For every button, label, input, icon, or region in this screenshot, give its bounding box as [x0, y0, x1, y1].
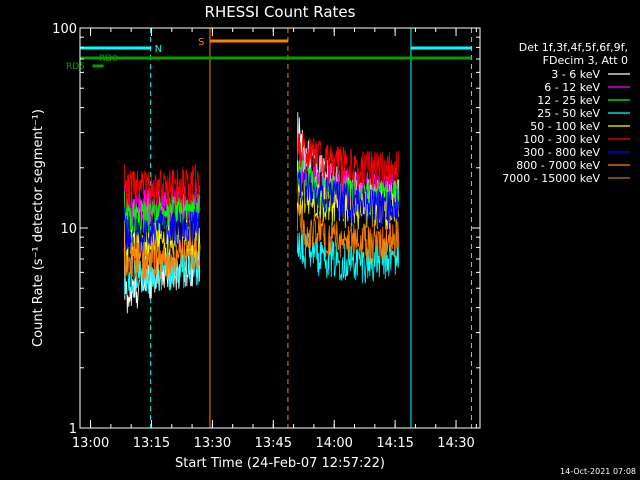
series-line	[296, 229, 400, 284]
series-line	[296, 203, 400, 263]
x-tick-label: 13:15	[133, 436, 170, 451]
y-tick-label: 100	[52, 22, 77, 37]
axes-frame	[79, 27, 481, 429]
x-tick-label: 14:00	[315, 436, 352, 451]
rd0-label: RD0	[99, 54, 118, 64]
legend-entry-label: 6 - 12 keV	[544, 81, 600, 94]
legend-entry-label: 7000 - 15000 keV	[502, 172, 600, 185]
legend-entry-label: 3 - 6 keV	[551, 68, 600, 81]
series-line	[123, 235, 201, 281]
y-tick-label: 10	[60, 222, 77, 237]
x-tick-label: 13:30	[194, 436, 231, 451]
legend-entry-label: 100 - 300 keV	[523, 133, 600, 146]
legend-entry-label: 25 - 50 keV	[537, 107, 600, 120]
y-tick-label: 1	[69, 422, 77, 437]
legend: Det 1f,3f,4f,5f,6f,9f,FDecim 3, Att 03 -…	[502, 41, 630, 185]
footer-timestamp: 14-Oct-2021 07:08	[560, 467, 636, 476]
series-line	[296, 169, 400, 229]
x-axis-label: Start Time (24-Feb-07 12:57:22)	[175, 456, 385, 471]
chart-title: RHESSI Count Rates	[205, 3, 356, 21]
legend-entry-label: 800 - 7000 keV	[516, 159, 600, 172]
legend-entry-label: 50 - 100 keV	[530, 120, 600, 133]
rd5-label: RD5	[66, 62, 85, 72]
x-tick-label: 14:15	[376, 436, 413, 451]
series-line	[296, 132, 400, 189]
axes: 1 10 100 13:00 13:15 13:30 13:45 14:00 14:15 14:3…	[52, 22, 481, 451]
legend-entry-label: 12 - 25 keV	[537, 94, 600, 107]
x-tick-label: 13:00	[72, 436, 109, 451]
x-tick-label: 14:30	[437, 436, 474, 451]
legend-header-line: Det 1f,3f,4f,5f,6f,9f,	[519, 41, 628, 54]
legend-entry-label: 300 - 800 keV	[523, 146, 600, 159]
y-axis-label: Count Rate (s⁻¹ detector segment⁻¹)	[31, 109, 46, 347]
series-line	[123, 183, 201, 231]
saa-label: S	[198, 37, 204, 48]
night-label: N	[155, 44, 162, 55]
plot-area: N S RD0 RD5	[66, 28, 472, 428]
x-tick-label: 13:45	[255, 436, 292, 451]
legend-header-line: FDecim 3, Att 0	[543, 54, 628, 67]
series-line	[123, 164, 201, 209]
